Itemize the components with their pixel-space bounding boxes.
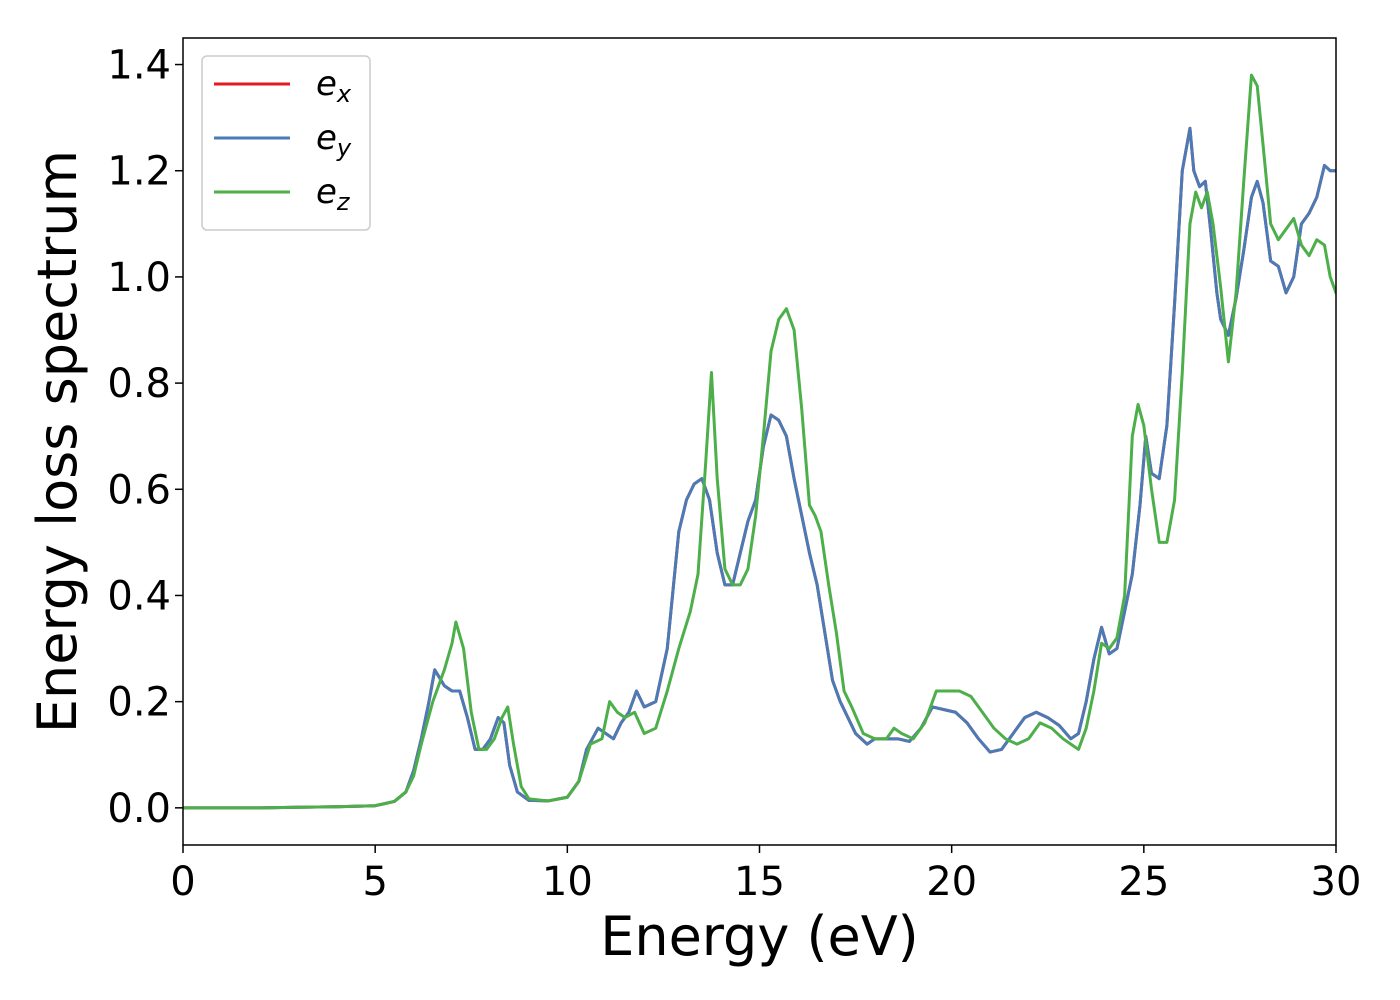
y-tick-label: 0.4: [107, 573, 171, 619]
y-tick-label: 0.2: [107, 680, 171, 726]
y-tick-label: 0.8: [107, 361, 171, 407]
legend-box: [201, 55, 371, 231]
x-tick-label: 30: [1311, 859, 1362, 905]
y-tick-label: 1.0: [107, 255, 171, 301]
legend: ex ey ez: [201, 55, 371, 231]
series-line-z: [183, 73, 1336, 810]
y-axis-label: Energy loss spectrum: [26, 150, 89, 733]
y-tick-label: 0.6: [107, 467, 171, 513]
x-tick-label: 15: [734, 859, 785, 905]
series-layer: [183, 73, 1336, 810]
x-tick-label: 10: [542, 859, 593, 905]
x-tick-label: 20: [926, 859, 977, 905]
legend-label-x: ex: [316, 64, 352, 108]
legend-label-y: ey: [316, 118, 352, 162]
legend-label-z: ez: [316, 172, 351, 216]
y-tick-label: 1.2: [107, 149, 171, 195]
x-tick-label: 0: [170, 859, 195, 905]
x-tick-label: 5: [362, 859, 387, 905]
y-tick-label: 0.0: [107, 786, 171, 832]
y-axis-ticks: 0.0 0.2 0.4 0.6 0.8 1.0 1.2 1.4: [107, 43, 183, 832]
y-tick-label: 1.4: [107, 43, 171, 89]
x-axis-label: Energy (eV): [600, 905, 919, 968]
x-tick-label: 25: [1118, 859, 1169, 905]
x-axis-ticks: 0 5 10 15 20 25 30: [170, 845, 1361, 905]
